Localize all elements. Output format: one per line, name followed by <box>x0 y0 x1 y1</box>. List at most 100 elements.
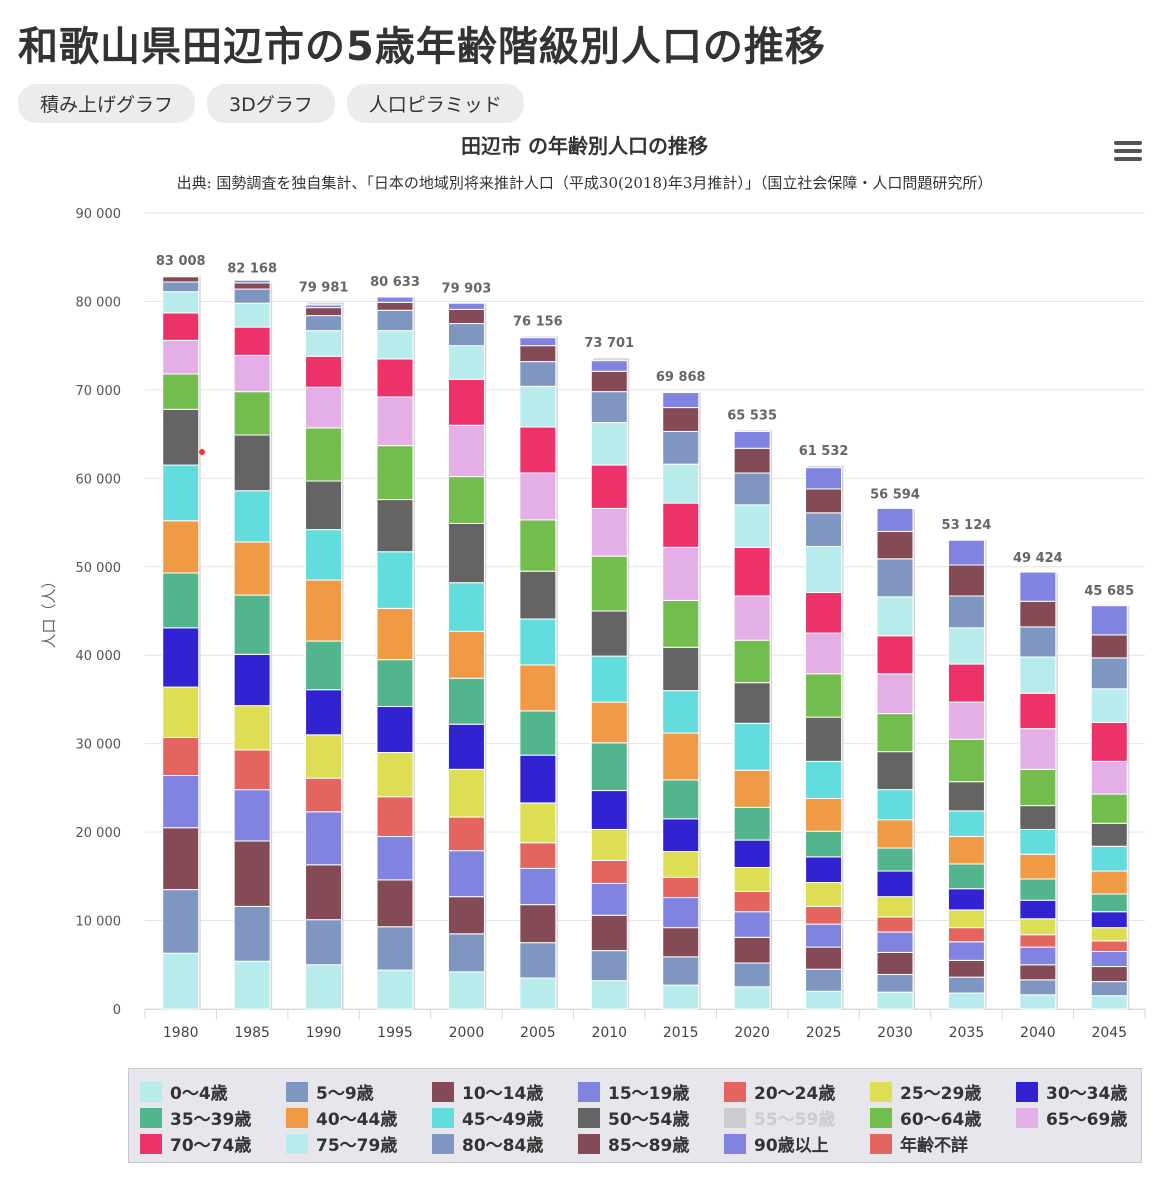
total-data-label: 73 701 <box>584 336 634 351</box>
bar-segment <box>233 594 271 655</box>
bar-segment <box>805 990 843 1010</box>
total-data-label: 49 424 <box>1013 551 1063 566</box>
bar-segment <box>733 936 771 964</box>
legend-item[interactable]: 75〜79歳 <box>286 1131 397 1156</box>
bar-segment <box>590 742 628 792</box>
bar-segment <box>947 909 985 929</box>
legend-item[interactable]: 35〜39歳 <box>140 1105 251 1130</box>
bar-segment <box>162 291 200 314</box>
legend-swatch <box>724 1133 746 1154</box>
bar-segment <box>662 818 700 853</box>
bar-segment <box>519 977 557 1010</box>
bar-segment <box>947 992 985 1010</box>
bar-stack-2010 <box>590 358 630 1010</box>
bar-segment <box>447 630 485 679</box>
hamburger-menu-icon[interactable] <box>1114 141 1142 163</box>
bar-segment <box>733 806 771 841</box>
bar-segment <box>947 595 985 629</box>
bar-segment <box>1019 626 1057 658</box>
legend-item[interactable]: 30〜34歳 <box>1016 1079 1127 1104</box>
bar-segment <box>1090 657 1128 690</box>
x-tick-label: 2025 <box>806 1025 842 1041</box>
legend-label: 25〜29歳 <box>900 1084 982 1104</box>
bar-segment <box>447 896 485 935</box>
bar-segment <box>1090 605 1128 636</box>
legend-item[interactable]: 40〜44歳 <box>286 1105 397 1130</box>
tab-3d-graph[interactable]: 3Dグラフ <box>207 84 335 123</box>
bar-segment <box>519 361 557 387</box>
chart-legend: 0〜4歳 5〜9歳 10〜14歳 15〜19歳 20〜24歳 25〜29歳 30〜34歳 35… <box>128 1068 1142 1163</box>
legend-item[interactable]: 55〜59歳 <box>724 1105 835 1130</box>
bar-segment <box>733 911 771 938</box>
bar-segment <box>162 276 200 283</box>
legend-item[interactable]: 20〜24歳 <box>724 1079 835 1104</box>
bar-segment <box>1090 760 1128 795</box>
bar-segment <box>947 927 985 943</box>
legend-item[interactable]: 50〜54歳 <box>578 1105 689 1130</box>
legend-item[interactable]: 年齢不詳 <box>870 1131 968 1156</box>
bar-segment <box>876 847 914 872</box>
legend-item[interactable]: 70〜74歳 <box>140 1131 251 1156</box>
bar-segment <box>305 640 343 691</box>
bar-segment <box>376 296 414 303</box>
legend-label: 55〜59歳 <box>754 1110 836 1130</box>
bar-segment <box>233 905 271 962</box>
bar-segment <box>162 520 200 574</box>
bar-segment <box>1019 828 1057 855</box>
bar-segment <box>519 345 557 363</box>
bar-segment <box>662 927 700 958</box>
x-tick-label: 1985 <box>234 1025 270 1041</box>
legend-swatch <box>432 1107 454 1128</box>
legend-swatch <box>870 1133 892 1154</box>
bar-segment <box>1019 600 1057 628</box>
legend-item[interactable]: 10〜14歳 <box>432 1079 543 1104</box>
bar-stack-2005 <box>519 336 558 1010</box>
tab-stacked-graph[interactable]: 積み上げグラフ <box>18 84 196 123</box>
legend-item[interactable]: 80〜84歳 <box>432 1131 543 1156</box>
bar-segment <box>519 337 557 347</box>
bar-segment <box>519 426 557 474</box>
bar-segment <box>162 952 200 1010</box>
bar-segment <box>447 816 485 852</box>
bar-segment <box>662 732 700 781</box>
x-tick-label: 2035 <box>949 1025 985 1041</box>
bar-segment <box>733 639 771 684</box>
y-tick-label: 90 000 <box>76 207 122 222</box>
bar-segment <box>447 723 485 770</box>
bar-segment <box>305 427 343 482</box>
bar-segment <box>947 888 985 911</box>
legend-swatch <box>1016 1081 1038 1102</box>
bar-segment <box>519 904 557 944</box>
legend-item[interactable]: 65〜69歳 <box>1016 1105 1127 1130</box>
legend-item[interactable]: 25〜29歳 <box>870 1079 981 1104</box>
bar-segment <box>1090 793 1128 824</box>
legend-item[interactable]: 90歳以上 <box>724 1131 829 1156</box>
bar-segment <box>733 447 771 474</box>
legend-swatch <box>1016 1107 1038 1128</box>
legend-label: 90歳以上 <box>754 1136 829 1156</box>
bar-segment <box>876 673 914 715</box>
bar-stack-1995 <box>376 296 415 1010</box>
bar-segment <box>876 635 914 675</box>
bar-segment <box>733 962 771 988</box>
legend-item[interactable]: 5〜9歳 <box>286 1079 374 1104</box>
bar-segment <box>162 312 200 341</box>
legend-item[interactable]: 15〜19歳 <box>578 1079 689 1104</box>
bar-stack-1990 <box>305 302 344 1010</box>
legend-label: 15〜19歳 <box>608 1084 690 1104</box>
bar-stack-2025 <box>805 465 844 1010</box>
legend-item[interactable]: 60〜64歳 <box>870 1105 981 1130</box>
bar-segment <box>305 386 343 429</box>
bar-segment <box>305 864 343 921</box>
bar-segment <box>305 480 343 531</box>
bar-stack-2020 <box>733 430 773 1010</box>
bar-segment <box>376 706 414 754</box>
bar-stack-1985 <box>233 279 273 1011</box>
bar-segment <box>805 467 843 490</box>
legend-item[interactable]: 85〜89歳 <box>578 1131 689 1156</box>
bar-segment <box>1019 899 1057 920</box>
tab-population-pyramid[interactable]: 人口ピラミッド <box>346 84 524 123</box>
legend-item[interactable]: 45〜49歳 <box>432 1105 543 1130</box>
bar-segment <box>519 842 557 869</box>
legend-item[interactable]: 0〜4歳 <box>140 1079 228 1104</box>
